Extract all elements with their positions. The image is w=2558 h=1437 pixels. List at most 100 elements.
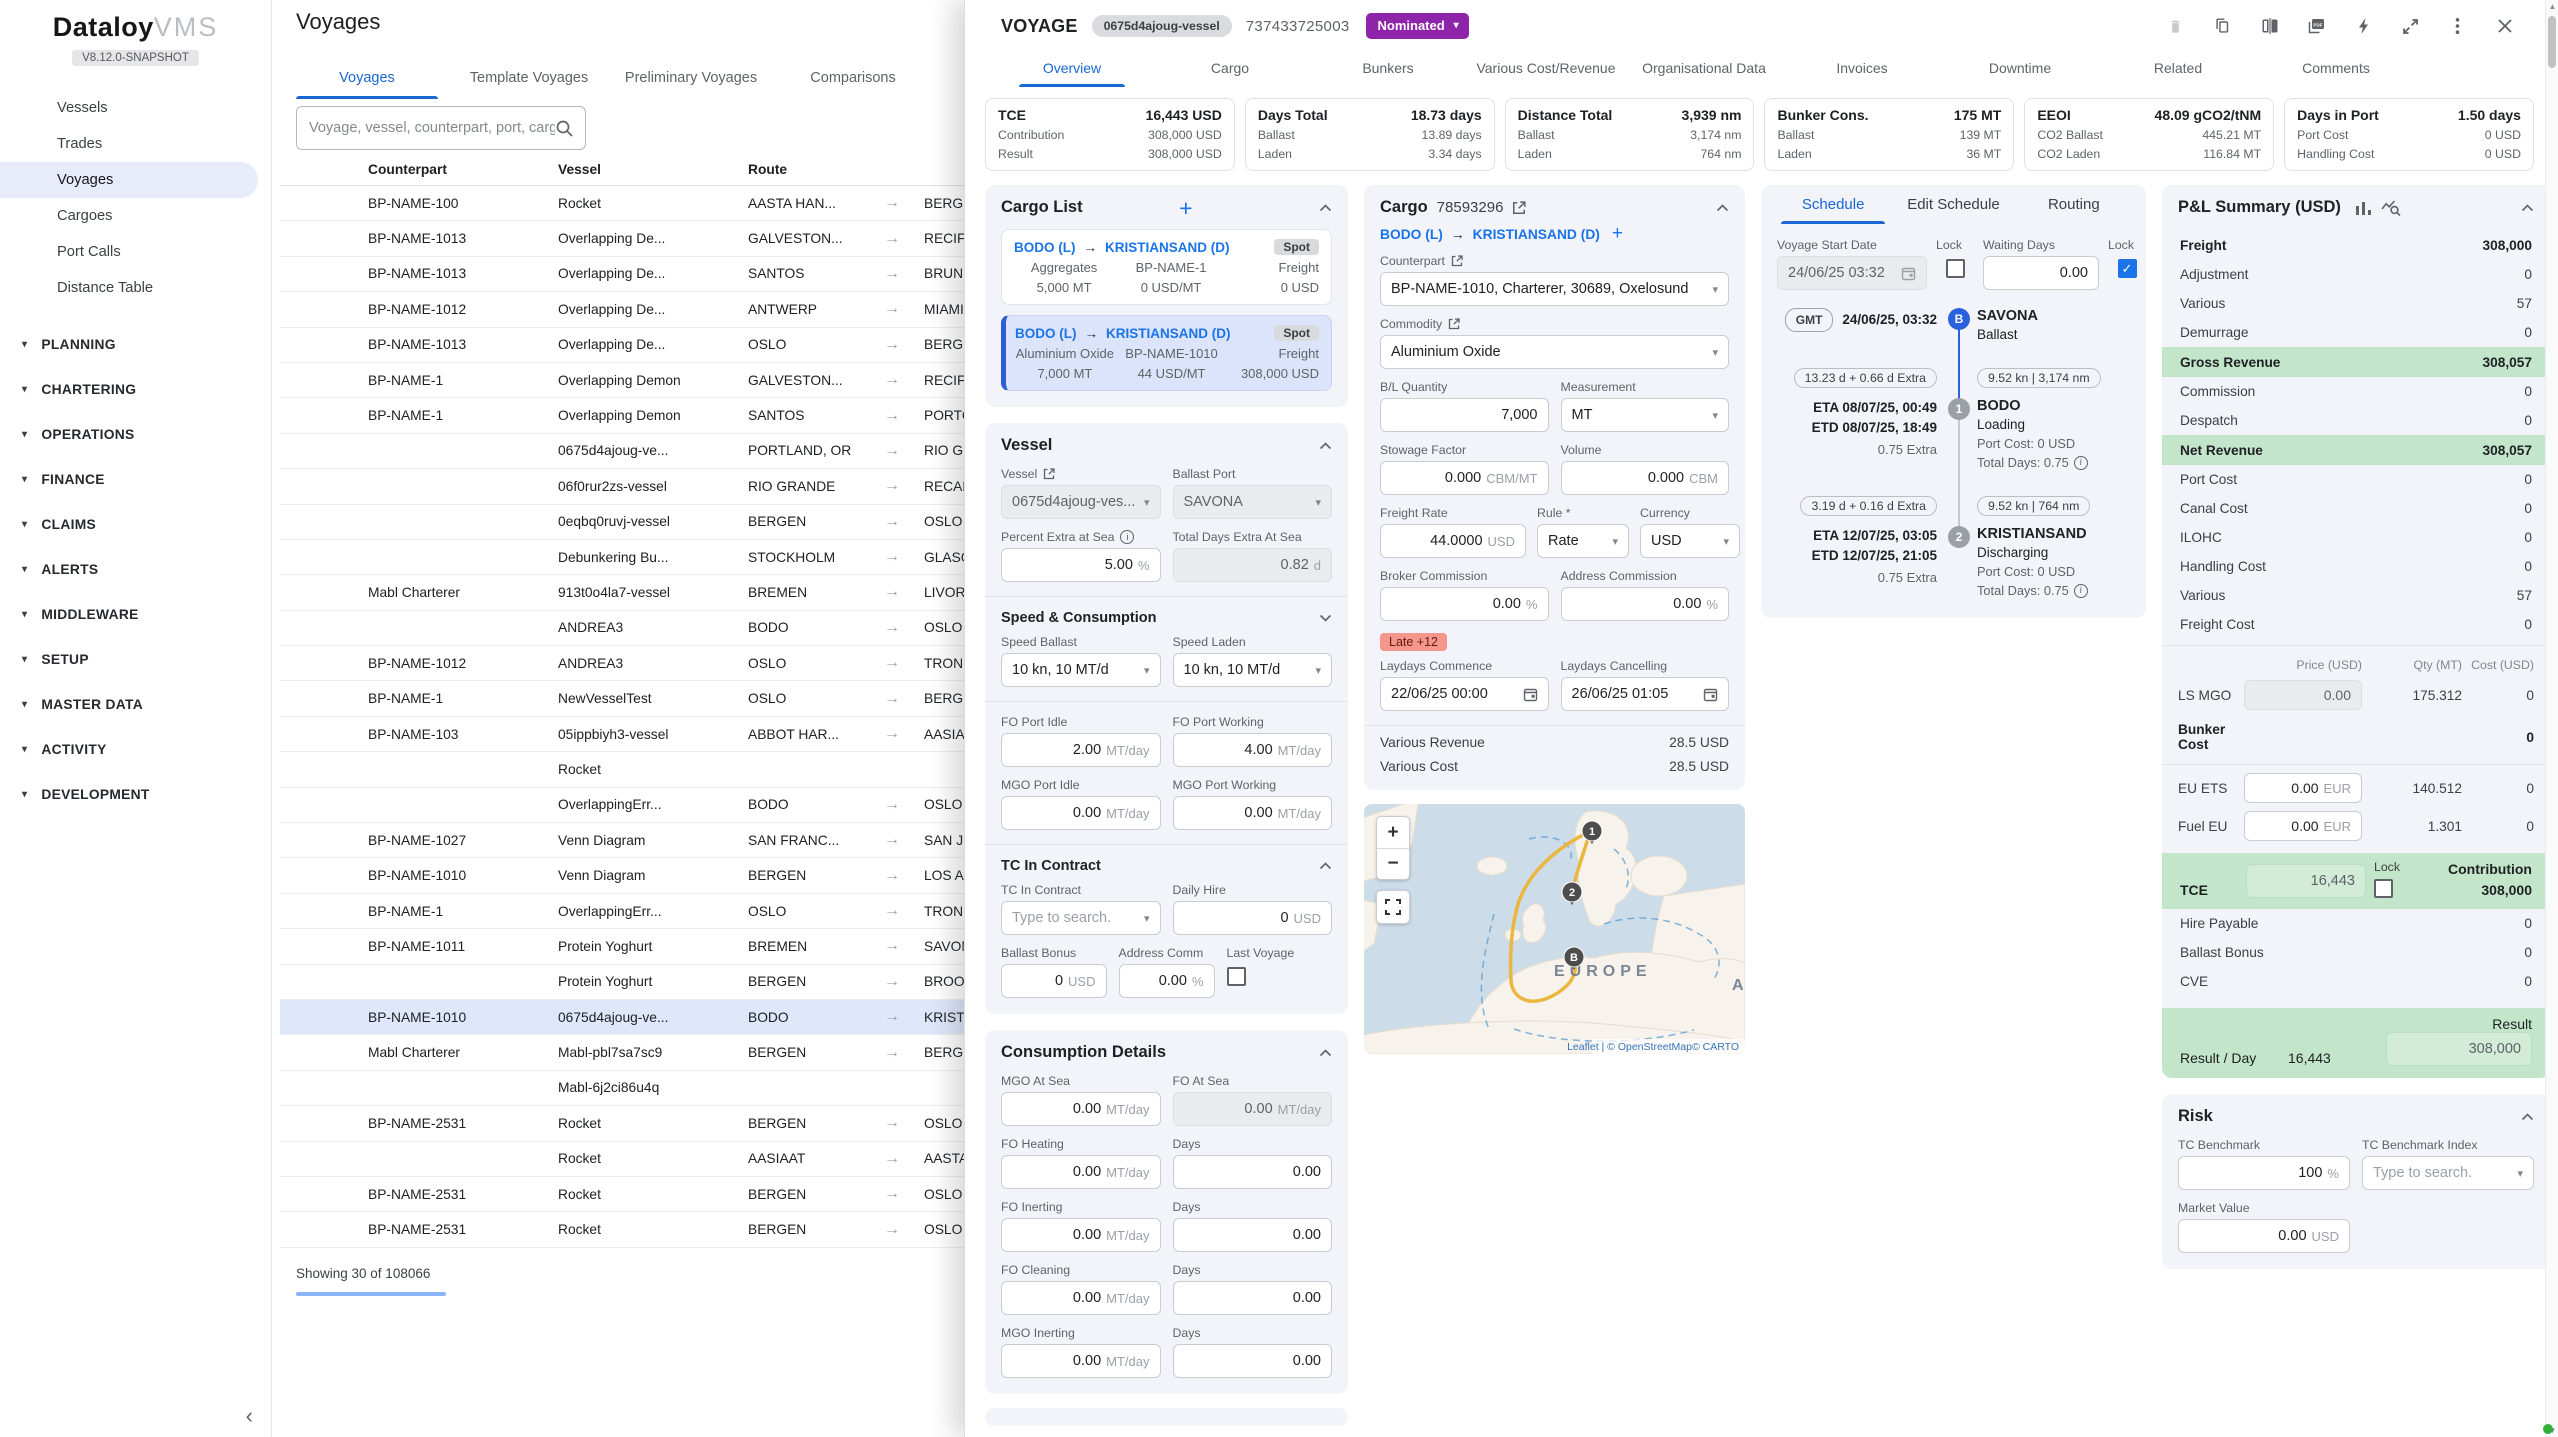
panel-scrollbar[interactable]: ▲ ▼	[2545, 0, 2558, 1437]
collapse-icon[interactable]	[1319, 862, 1332, 870]
collapse-icon[interactable]	[1319, 441, 1332, 450]
map-fullscreen-button[interactable]	[1376, 890, 1410, 924]
voyage-tab-related[interactable]: Related	[2153, 60, 2203, 76]
sidebar-section-alerts[interactable]: ▾ ALERTS	[0, 547, 271, 592]
voyage-tab-cargo[interactable]: Cargo	[1210, 60, 1250, 76]
price-input[interactable]: 0.00 EUR	[2244, 773, 2362, 803]
sidebar-item-distance-table[interactable]: Distance Table	[57, 280, 154, 296]
voyage-tab-various-cost-revenue[interactable]: Various Cost/Revenue	[1476, 60, 1616, 76]
voyage-tab-organisational-data[interactable]: Organisational Data	[1642, 60, 1766, 76]
market-value-input[interactable]: 0.00 USD	[2178, 1219, 2350, 1253]
status-dropdown[interactable]: Nominated ▾	[1365, 13, 1469, 39]
bl-quantity-input[interactable]: 7,000	[1380, 398, 1549, 432]
daily-hire-input[interactable]: 0 USD	[1172, 901, 1332, 935]
route-to-link[interactable]: KRISTIANSAND (D)	[1472, 226, 1600, 242]
expand-icon[interactable]	[2397, 13, 2424, 40]
waiting-days-input[interactable]: 0.00	[1983, 256, 2099, 290]
volume-input[interactable]: 0.000 CBM	[1560, 461, 1729, 495]
schedule-tab-routing[interactable]: Routing	[2047, 196, 2100, 213]
sidebar-item-vessels[interactable]: Vessels	[57, 100, 108, 116]
add-cargo-button[interactable]: +	[1179, 194, 1193, 221]
cargo-list-item[interactable]: BODO (L) → KRISTIANSAND (D) Spot Aluminium O…	[1001, 315, 1332, 391]
sidebar-section-development[interactable]: ▾ DEVELOPMENT	[0, 772, 271, 817]
cargo-list-item[interactable]: BODO (L) → KRISTIANSAND (D) Spot Aggregates B…	[1001, 229, 1332, 305]
quick-actions-icon[interactable]	[2350, 13, 2377, 40]
sidebar-collapse-icon[interactable]: ‹	[245, 1403, 253, 1428]
sidebar-section-operations[interactable]: ▾ OPERATIONS	[0, 412, 271, 457]
map-marker-ballast[interactable]: B	[1563, 946, 1585, 970]
voyage-tab-bunkers[interactable]: Bunkers	[1362, 60, 1414, 76]
expand-icon[interactable]	[1319, 614, 1332, 622]
collapse-icon[interactable]	[1716, 203, 1729, 212]
tab-voyages[interactable]: Voyages	[286, 60, 448, 99]
sidebar-section-finance[interactable]: ▾ FINANCE	[0, 457, 271, 502]
sidebar-item-voyages[interactable]: Voyages	[0, 162, 258, 198]
collapse-icon[interactable]	[1319, 203, 1332, 212]
voyage-tab-invoices[interactable]: Invoices	[1836, 60, 1888, 76]
days-input[interactable]: 0.00	[1172, 1281, 1332, 1315]
address-commission-input[interactable]: 0.00%	[1560, 587, 1729, 621]
info-icon[interactable]: i	[2073, 455, 2088, 470]
tab-comparisons[interactable]: Comparisons	[810, 70, 896, 86]
tce-lock-checkbox[interactable]: ✓	[2374, 879, 2393, 898]
zoom-in-button[interactable]: +	[1387, 821, 1399, 843]
external-link-icon[interactable]	[1043, 468, 1055, 480]
sidebar-section-claims[interactable]: ▾ CLAIMS	[0, 502, 271, 547]
bar-chart-icon[interactable]	[2355, 200, 2372, 216]
voyage-search[interactable]	[296, 106, 586, 150]
commodity-select[interactable]: Aluminium Oxide ▾	[1380, 335, 1729, 369]
compare-icon[interactable]	[2256, 13, 2283, 40]
route-from-link[interactable]: BODO (L)	[1380, 226, 1443, 242]
broker-commission-input[interactable]: 0.00%	[1380, 587, 1549, 621]
percent-extra-input[interactable]: 5.00%	[1001, 548, 1161, 582]
rule-select[interactable]: Rate ▾	[1537, 524, 1629, 558]
schedule-tab-edit-schedule[interactable]: Edit Schedule	[1907, 196, 2000, 213]
measurement-select[interactable]: MT ▾	[1560, 398, 1729, 432]
more-options-icon[interactable]	[2444, 13, 2471, 40]
sidebar-section-planning[interactable]: ▾ PLANNING	[0, 322, 271, 367]
sidebar-section-chartering[interactable]: ▾ CHARTERING	[0, 367, 271, 412]
info-icon[interactable]: i	[2073, 583, 2088, 598]
vessel-chip[interactable]: 0675d4ajoug-vessel	[1091, 15, 1232, 37]
days-input[interactable]: 0.00	[1172, 1218, 1332, 1252]
fo-cleaning-input[interactable]: 0.00 MT/day	[1001, 1281, 1161, 1315]
close-icon[interactable]	[2491, 13, 2518, 40]
counterpart-select[interactable]: BP-NAME-1010, Charterer, 30689, Oxelosun…	[1380, 272, 1729, 306]
sidebar-item-trades[interactable]: Trades	[57, 136, 103, 152]
calendar-icon[interactable]	[1703, 687, 1718, 702]
search-input[interactable]	[309, 120, 555, 136]
sidebar-item-port-calls[interactable]: Port Calls	[57, 244, 121, 260]
delete-icon[interactable]	[2162, 13, 2189, 40]
price-input[interactable]: 0.00 EUR	[2244, 811, 2362, 841]
collapse-icon[interactable]	[2521, 203, 2534, 212]
calendar-icon[interactable]	[1523, 687, 1538, 702]
speed-laden-select[interactable]: 10 kn, 10 MT/d ▾	[1172, 653, 1332, 687]
scrollbar-thumb[interactable]	[2548, 16, 2556, 68]
sidebar-section-master-data[interactable]: ▾ MASTER DATA	[0, 682, 271, 727]
mgo-port-working-input[interactable]: 0.00 MT/day	[1172, 796, 1332, 830]
map-marker-1[interactable]: 1	[1581, 820, 1603, 844]
collapse-icon[interactable]	[1319, 1048, 1332, 1057]
tc-benchmark-input[interactable]: 100%	[2178, 1156, 2350, 1190]
external-link-icon[interactable]	[1448, 318, 1460, 330]
address-comm-input[interactable]: 0.00%	[1118, 964, 1215, 998]
scroll-up-icon[interactable]: ▲	[2548, 2, 2557, 11]
tab-preliminary-voyages[interactable]: Preliminary Voyages	[624, 70, 758, 86]
fo-heating-input[interactable]: 0.00 MT/day	[1001, 1155, 1161, 1189]
voyage-tab-comments[interactable]: Comments	[2302, 60, 2370, 76]
sidebar-item-cargoes[interactable]: Cargoes	[57, 208, 113, 224]
last-voyage-checkbox[interactable]: ✓	[1226, 967, 1246, 986]
days-input[interactable]: 0.00	[1172, 1344, 1332, 1378]
ballast-bonus-input[interactable]: 0 USD	[1001, 964, 1107, 998]
duplicate-icon[interactable]	[2209, 13, 2236, 40]
external-link-icon[interactable]	[1451, 255, 1463, 267]
collapse-icon[interactable]	[2521, 1112, 2534, 1121]
map-attribution[interactable]: Leaflet | © OpenStreetMap© CARTO	[1567, 1041, 1739, 1053]
laydays-cancelling-input[interactable]: 26/06/25 01:05	[1560, 677, 1729, 711]
sidebar-section-middleware[interactable]: ▾ MIDDLEWARE	[0, 592, 271, 637]
fo-inerting-input[interactable]: 0.00 MT/day	[1001, 1218, 1161, 1252]
info-icon[interactable]: i	[1120, 530, 1135, 544]
voyage-tab-downtime[interactable]: Downtime	[1988, 60, 2052, 76]
schedule-tab-schedule[interactable]: Schedule	[1773, 196, 1893, 224]
lock-waiting-checkbox[interactable]: ✓	[2117, 259, 2137, 278]
